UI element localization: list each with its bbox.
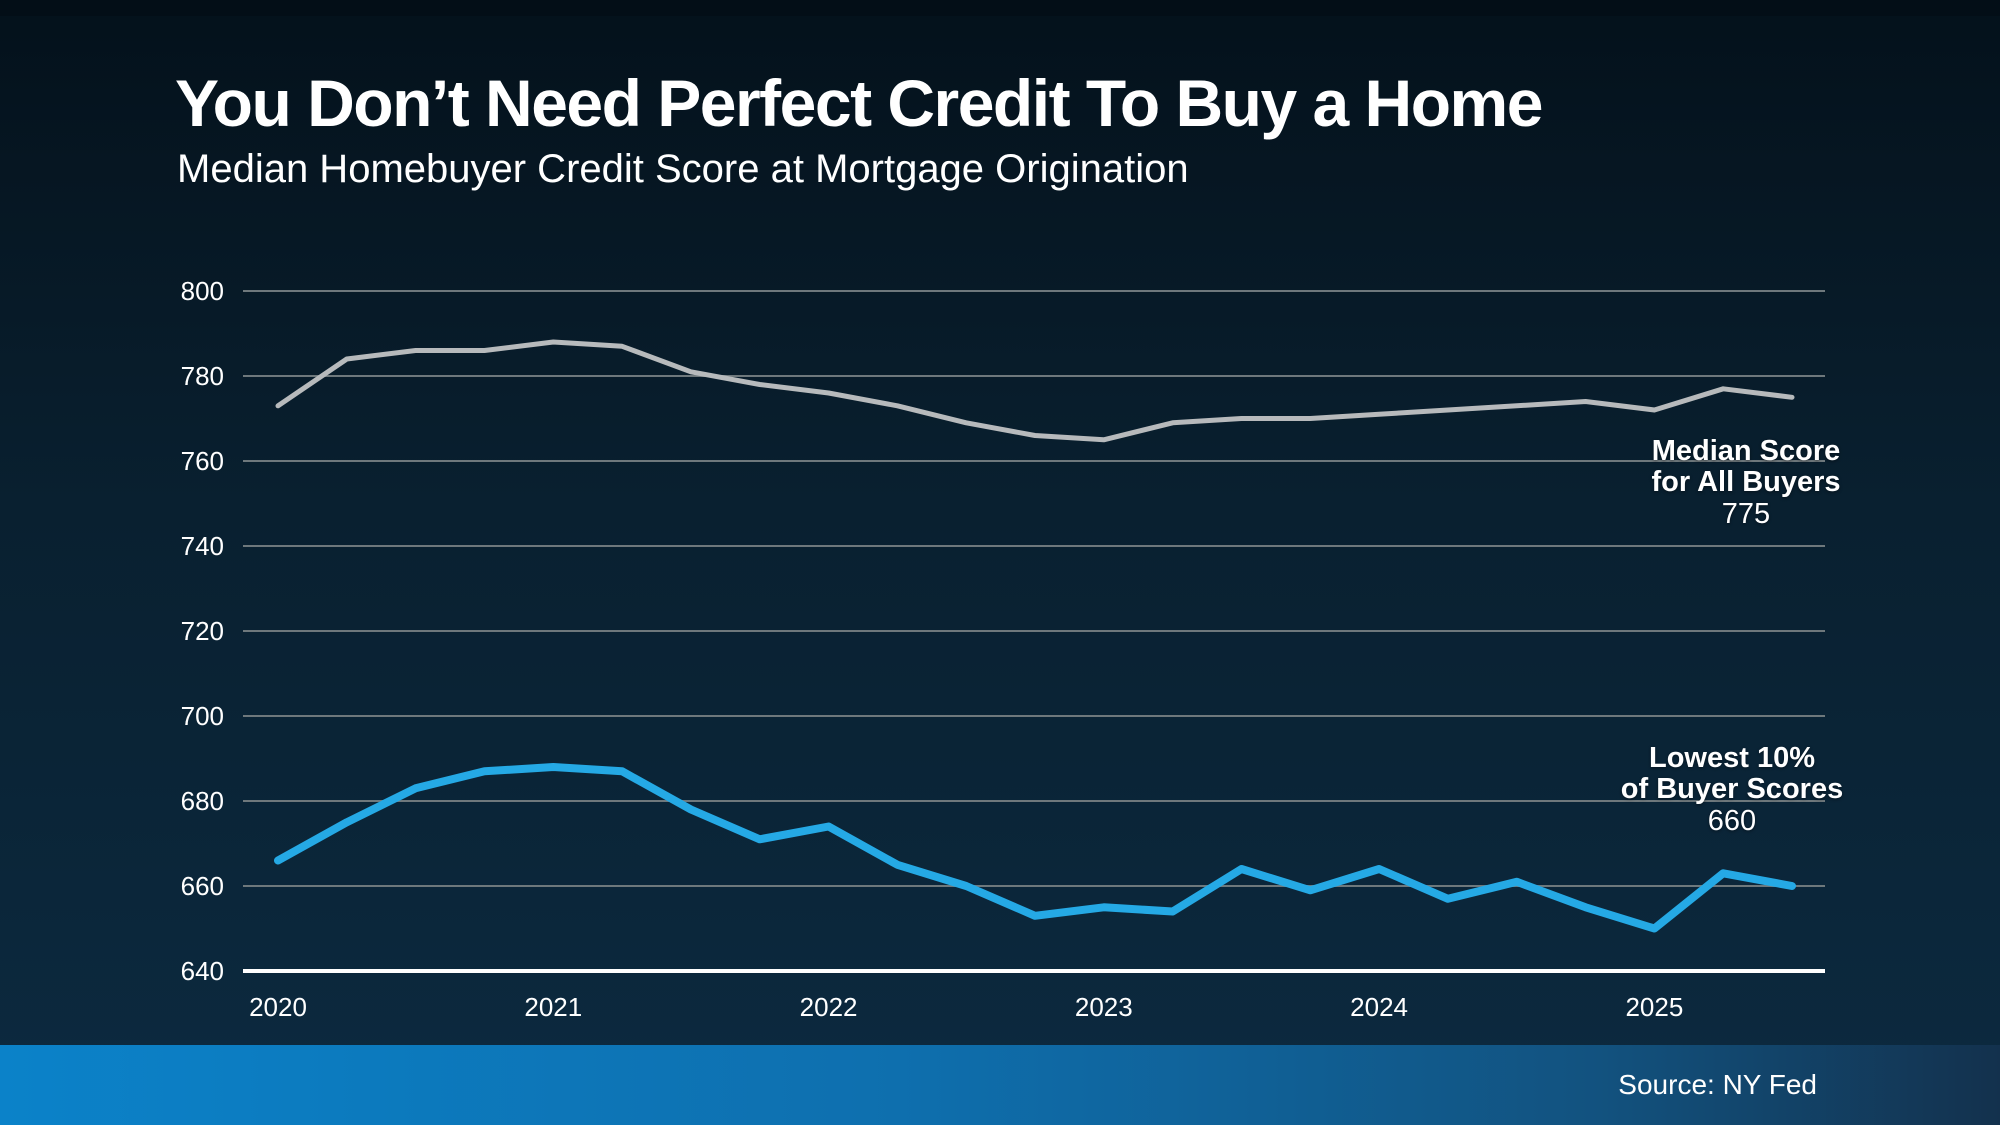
series-line-median-all-buyers: [275, 339, 1795, 443]
series-line-lowest-10-percent: [274, 763, 1796, 933]
median-score-annotation: Median Score for All Buyers 775: [1546, 436, 1946, 530]
y-tick-label-640: 640: [181, 956, 224, 986]
y-tick-label-760: 760: [181, 446, 224, 476]
x-tick-label-2022: 2022: [800, 992, 858, 1022]
source-credit: Source: NY Fed: [1618, 1069, 1817, 1100]
x-tick-label-2020: 2020: [249, 992, 307, 1022]
y-tick-label-660: 660: [181, 871, 224, 901]
top-strip: [0, 0, 2000, 16]
y-tick-label-780: 780: [181, 361, 224, 391]
y-tick-label-720: 720: [181, 616, 224, 646]
lowest10-annotation: Lowest 10% of Buyer Scores 660: [1532, 743, 1932, 837]
y-tick-label-740: 740: [181, 531, 224, 561]
footer-bar: Source: NY Fed: [0, 1045, 2000, 1125]
x-tick-label-2023: 2023: [1075, 992, 1133, 1022]
lowest10-annotation-line2: of Buyer Scores: [1620, 773, 1844, 805]
x-tick-label-2025: 2025: [1625, 992, 1683, 1022]
median-annotation-line2: for All Buyers: [1651, 466, 1841, 498]
lowest10-annotation-value: 660: [1707, 805, 1757, 837]
y-tick-label-800: 800: [181, 276, 224, 306]
page-subtitle: Median Homebuyer Credit Score at Mortgag…: [177, 147, 1189, 191]
median-annotation-line1: Median Score: [1651, 435, 1841, 467]
x-tick-label-2024: 2024: [1350, 992, 1408, 1022]
y-tick-label-700: 700: [181, 701, 224, 731]
page-title: You Don’t Need Perfect Credit To Buy a H…: [175, 66, 1543, 140]
median-annotation-value: 775: [1721, 498, 1771, 530]
lowest10-annotation-line1: Lowest 10%: [1649, 742, 1815, 774]
y-tick-label-680: 680: [181, 786, 224, 816]
x-tick-label-2021: 2021: [524, 992, 582, 1022]
